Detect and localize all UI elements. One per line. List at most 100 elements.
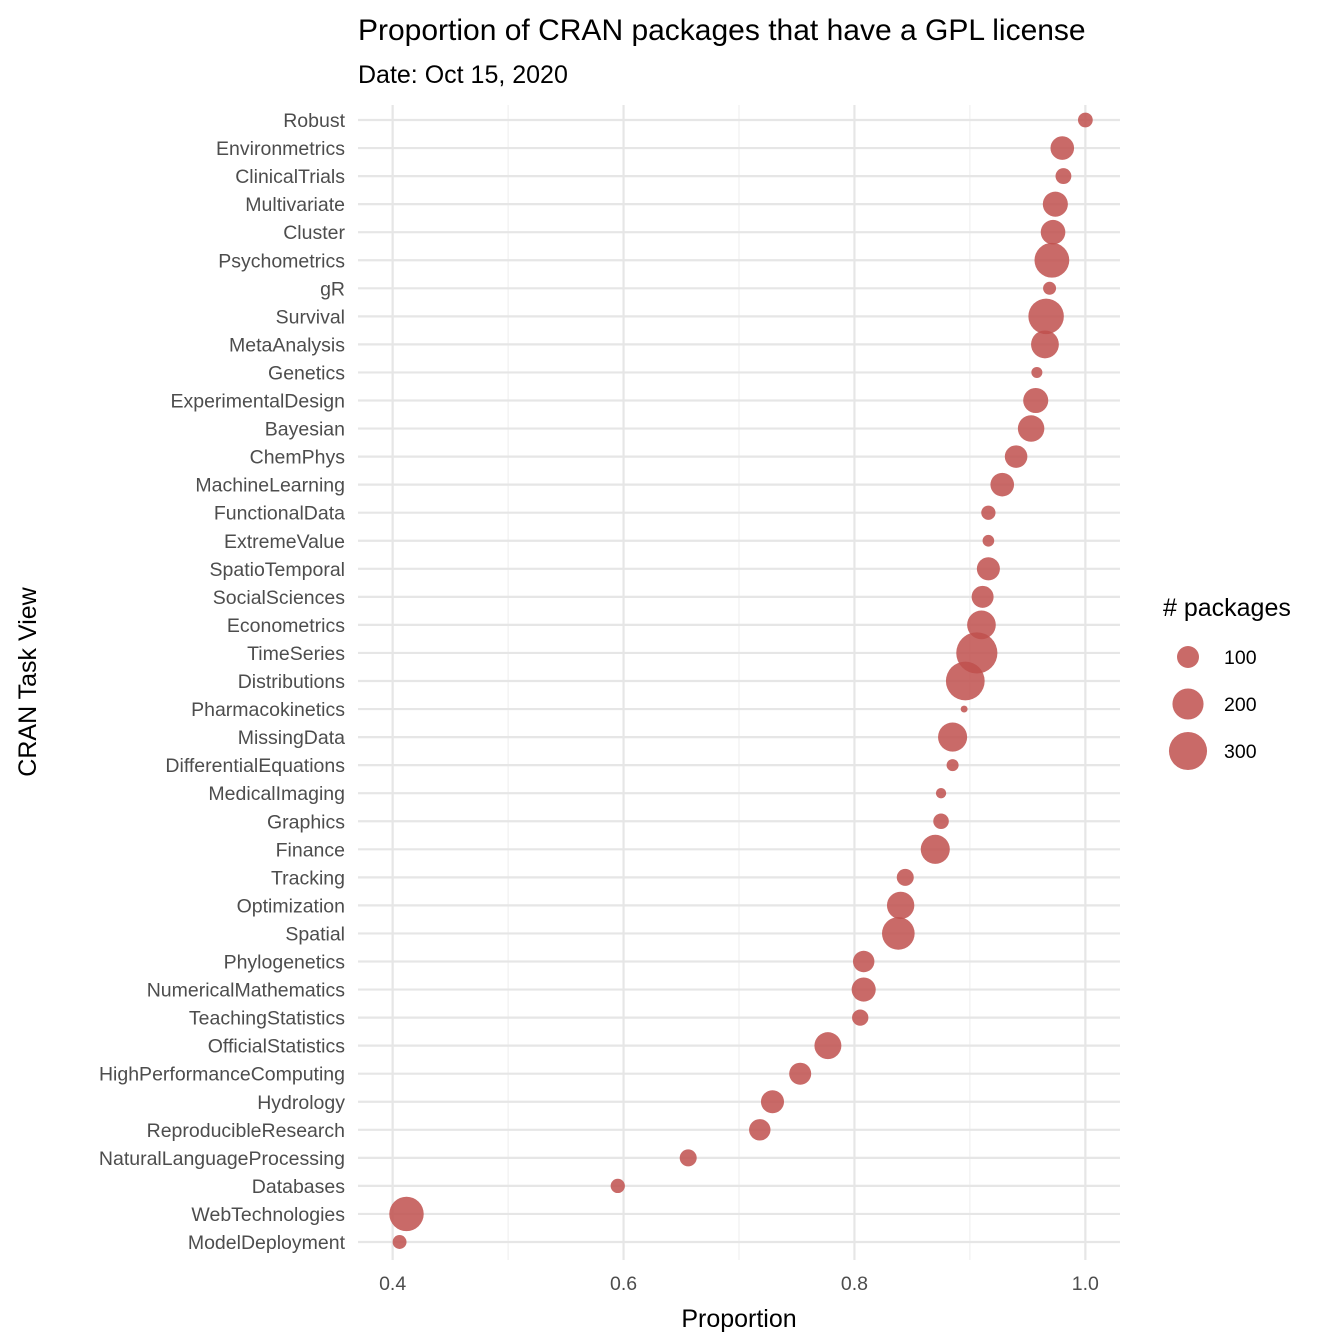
data-point <box>981 505 996 520</box>
x-tick-label: 1.0 <box>1072 1273 1099 1295</box>
data-point <box>852 950 875 973</box>
legend-key <box>1168 731 1208 771</box>
legend-keys: 100 200 300 <box>1168 646 1257 771</box>
y-tick-label: Psychometrics <box>218 250 345 272</box>
y-tick-label: ExtremeValue <box>224 531 345 553</box>
y-tick-label: MedicalImaging <box>208 783 345 805</box>
y-tick-label: Phylogenetics <box>224 952 346 974</box>
y-tick-label: ReproducibleResearch <box>147 1120 345 1142</box>
data-point <box>982 534 995 547</box>
data-point <box>1034 242 1070 278</box>
y-tick-label: Econometrics <box>227 615 345 637</box>
data-point <box>749 1119 771 1141</box>
y-tick-label: Hydrology <box>257 1092 345 1114</box>
data-point <box>976 557 1000 581</box>
data-point <box>990 472 1015 497</box>
y-tick-label: Spatial <box>285 923 345 945</box>
data-point <box>852 1009 869 1026</box>
data-point <box>389 1196 424 1232</box>
data-point <box>1031 366 1043 378</box>
data-points <box>389 112 1093 1249</box>
data-point <box>960 705 968 713</box>
legend-key <box>1177 646 1199 668</box>
y-tick-label: MissingData <box>238 727 345 749</box>
y-tick-label: Graphics <box>267 811 345 833</box>
y-tick-label: Bayesian <box>265 419 345 441</box>
data-point <box>886 891 915 920</box>
legend-key <box>1172 688 1204 720</box>
x-tick-label: 0.6 <box>610 1273 637 1295</box>
data-point <box>920 834 950 864</box>
y-tick-label: gR <box>320 278 345 300</box>
y-tick-label: DifferentialEquations <box>165 755 345 777</box>
legend-title: # packages <box>1163 594 1291 622</box>
y-tick-label: Databases <box>252 1176 345 1198</box>
data-point <box>392 1235 407 1249</box>
y-tick-labels: Robust Environmetrics ClinicalTrials Multiv… <box>99 110 346 1254</box>
data-point <box>933 813 949 830</box>
data-point <box>882 917 915 950</box>
legend: # packages 100 200 300 <box>1163 594 1291 771</box>
y-tick-label: WebTechnologies <box>191 1204 345 1226</box>
legend-label: 100 <box>1224 647 1257 669</box>
y-tick-label: Finance <box>276 839 345 861</box>
data-point <box>1043 281 1057 295</box>
data-point <box>760 1090 785 1114</box>
data-point <box>946 759 959 772</box>
data-point <box>789 1062 812 1085</box>
data-point <box>971 585 994 608</box>
y-tick-label: MachineLearning <box>195 475 345 497</box>
y-tick-label: NumericalMathematics <box>147 980 346 1002</box>
y-tick-label: HighPerformanceComputing <box>99 1064 345 1086</box>
y-tick-label: SpatioTemporal <box>210 559 346 581</box>
y-tick-label: Environmetrics <box>216 138 345 160</box>
data-point <box>896 868 914 886</box>
data-point <box>814 1032 842 1060</box>
data-point <box>1031 330 1059 359</box>
y-tick-label: SocialSciences <box>213 587 345 609</box>
y-tick-label: Genetics <box>268 362 345 384</box>
y-axis-title: CRAN Task View <box>14 586 42 776</box>
y-tick-label: Multivariate <box>245 194 345 216</box>
data-point <box>1040 219 1066 245</box>
grid-lines <box>358 105 1120 1260</box>
y-tick-label: Pharmacokinetics <box>191 699 345 721</box>
data-point <box>967 610 996 640</box>
data-point <box>1050 136 1075 160</box>
data-point <box>945 661 985 701</box>
y-tick-label: NaturalLanguageProcessing <box>99 1148 345 1170</box>
data-point <box>851 977 876 1002</box>
y-tick-label: MetaAnalysis <box>229 334 345 356</box>
y-tick-label: FunctionalData <box>214 503 345 525</box>
y-tick-label: ChemPhys <box>250 447 346 469</box>
y-tick-label: Tracking <box>271 867 345 889</box>
y-tick-label: ClinicalTrials <box>235 166 345 188</box>
chart-title: Proportion of CRAN packages that have a … <box>358 14 1086 47</box>
data-point <box>1023 387 1049 414</box>
y-tick-label: ExperimentalDesign <box>170 391 345 413</box>
legend-label: 200 <box>1224 694 1257 716</box>
y-tick-label: TeachingStatistics <box>189 1008 345 1030</box>
data-point <box>935 788 947 799</box>
chart-subtitle: Date: Oct 15, 2020 <box>358 61 568 89</box>
data-point <box>1028 298 1064 335</box>
x-tick-labels: 0.4 0.6 0.8 1.0 <box>379 1273 1099 1295</box>
x-axis-title: Proportion <box>681 1305 796 1333</box>
x-tick-label: 0.4 <box>379 1273 406 1295</box>
y-tick-label: Optimization <box>237 895 345 917</box>
data-point <box>1017 415 1045 442</box>
data-point <box>938 722 968 752</box>
data-point <box>1077 112 1093 128</box>
y-tick-label: Survival <box>276 306 345 328</box>
y-tick-label: OfficialStatistics <box>208 1036 346 1058</box>
y-tick-label: Cluster <box>283 222 345 244</box>
data-point <box>1004 445 1028 468</box>
data-point <box>1042 191 1068 217</box>
data-point <box>610 1178 625 1194</box>
x-tick-label: 0.8 <box>841 1273 868 1295</box>
y-tick-label: ModelDeployment <box>188 1232 346 1254</box>
y-tick-label: Distributions <box>238 671 346 693</box>
data-point <box>1055 168 1072 185</box>
data-point <box>679 1149 697 1167</box>
